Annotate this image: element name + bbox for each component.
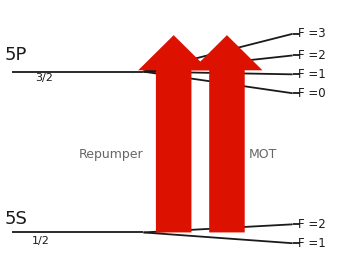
Text: F =2: F =2 <box>298 218 326 231</box>
Text: 5P: 5P <box>5 46 27 64</box>
Text: 1/2: 1/2 <box>32 236 49 247</box>
Text: F =0: F =0 <box>298 87 326 100</box>
Polygon shape <box>138 35 209 232</box>
Text: F =3: F =3 <box>298 27 326 40</box>
Text: F =1: F =1 <box>298 68 326 81</box>
Text: 5S: 5S <box>5 210 28 229</box>
Text: F =1: F =1 <box>298 237 326 250</box>
Text: F =2: F =2 <box>298 49 326 62</box>
Polygon shape <box>192 35 262 232</box>
Text: 3/2: 3/2 <box>35 73 53 83</box>
Text: Repumper: Repumper <box>79 148 144 161</box>
Text: MOT: MOT <box>248 148 277 161</box>
